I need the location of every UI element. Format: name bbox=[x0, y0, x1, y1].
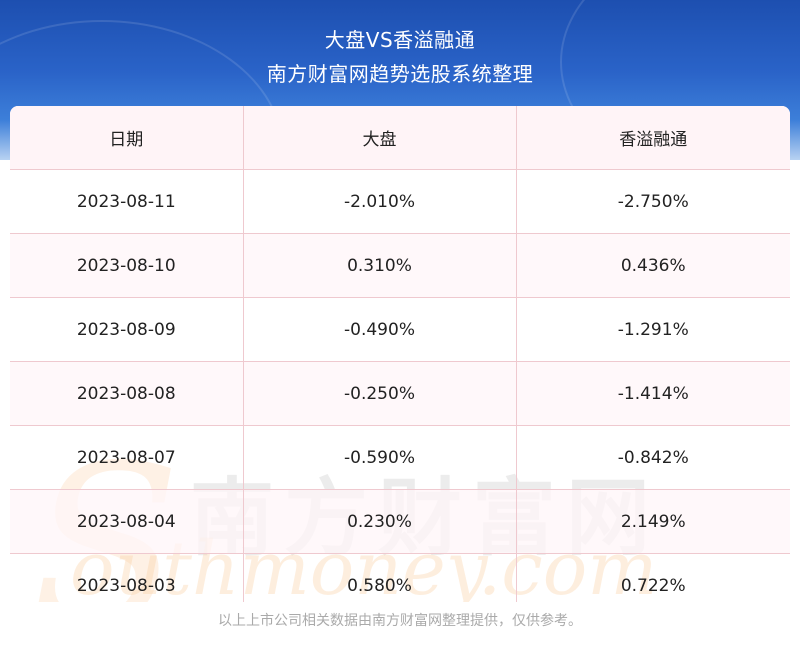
cell-stock: 2.149% bbox=[516, 489, 790, 554]
cell-date: 2023-08-07 bbox=[10, 425, 244, 490]
header-decoration bbox=[560, 0, 800, 160]
cell-stock: -2.750% bbox=[516, 169, 790, 234]
cell-market: -2.010% bbox=[243, 169, 517, 234]
table-row: 2023-08-08 -0.250% -1.414% bbox=[10, 361, 790, 426]
column-header-market: 大盘 bbox=[243, 106, 517, 170]
cell-market: -0.250% bbox=[243, 361, 517, 426]
cell-stock: -1.414% bbox=[516, 361, 790, 426]
cell-market: -0.490% bbox=[243, 297, 517, 362]
table-row: 2023-08-04 0.230% 2.149% bbox=[10, 489, 790, 554]
cell-stock: 0.722% bbox=[516, 553, 790, 602]
cell-stock: -0.842% bbox=[516, 425, 790, 490]
table-row: 2023-08-09 -0.490% -1.291% bbox=[10, 297, 790, 362]
page-subtitle: 南方财富网趋势选股系统整理 bbox=[266, 62, 534, 86]
cell-market: 0.580% bbox=[243, 553, 517, 602]
cell-date: 2023-08-11 bbox=[10, 169, 244, 234]
table-row: 2023-08-03 0.580% 0.722% bbox=[10, 553, 790, 602]
cell-market: -0.590% bbox=[243, 425, 517, 490]
footer-note: 以上上市公司相关数据由南方财富网整理提供，仅供参考。 bbox=[218, 613, 582, 629]
cell-stock: -1.291% bbox=[516, 297, 790, 362]
cell-date: 2023-08-10 bbox=[10, 233, 244, 298]
table-row: 2023-08-11 -2.010% -2.750% bbox=[10, 169, 790, 234]
cell-market: 0.230% bbox=[243, 489, 517, 554]
column-header-date: 日期 bbox=[10, 106, 244, 170]
comparison-table: 日期 大盘 香溢融通 2023-08-11 -2.010% -2.750% 20… bbox=[10, 106, 790, 602]
column-header-stock: 香溢融通 bbox=[516, 106, 790, 170]
cell-date: 2023-08-03 bbox=[10, 553, 244, 602]
cell-date: 2023-08-04 bbox=[10, 489, 244, 554]
table-header-row: 日期 大盘 香溢融通 bbox=[10, 106, 790, 170]
table-row: 2023-08-07 -0.590% -0.842% bbox=[10, 425, 790, 490]
cell-market: 0.310% bbox=[243, 233, 517, 298]
table-row: 2023-08-10 0.310% 0.436% bbox=[10, 233, 790, 298]
cell-date: 2023-08-09 bbox=[10, 297, 244, 362]
data-card: S 南方财富网 outhmoney.com 日期 大盘 香溢融通 2023-08… bbox=[10, 106, 790, 602]
cell-date: 2023-08-08 bbox=[10, 361, 244, 426]
page-title: 大盘VS香溢融通 bbox=[324, 28, 476, 52]
cell-stock: 0.436% bbox=[516, 233, 790, 298]
